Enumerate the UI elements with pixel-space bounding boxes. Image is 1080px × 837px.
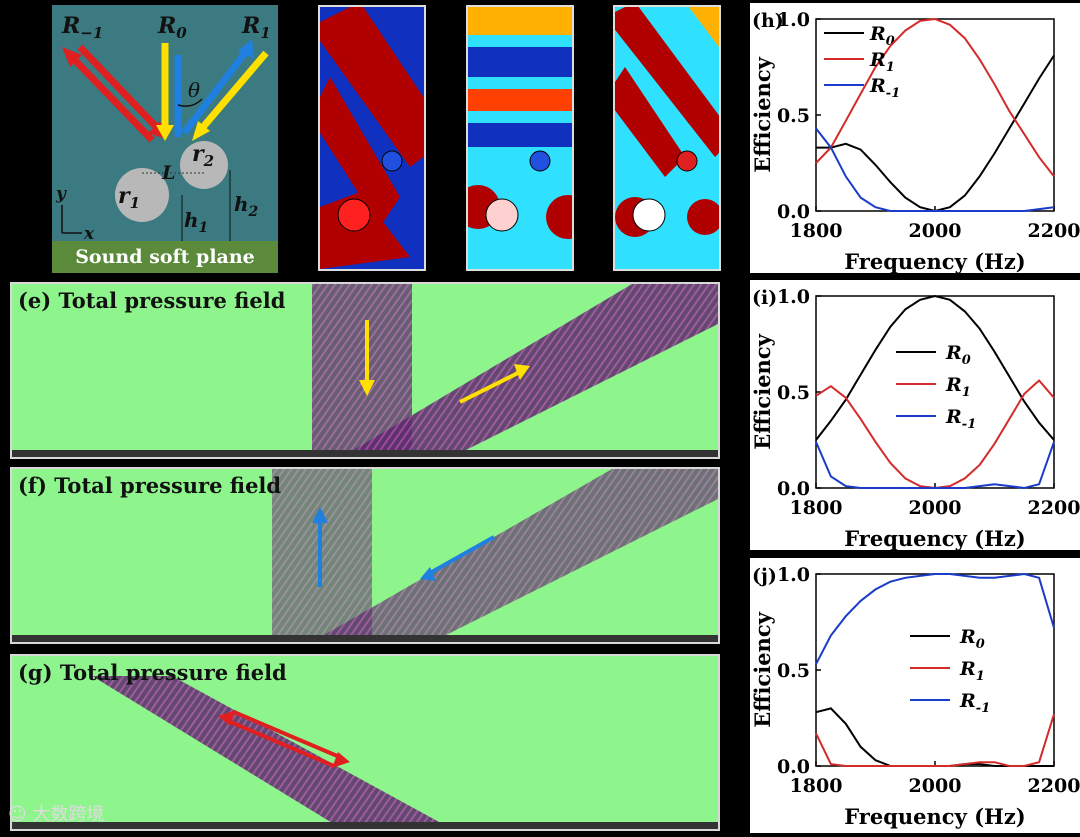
series-line-2 (815, 441, 1055, 490)
pressure-panel-g: (g) Total pressure field (10, 654, 720, 831)
label-x-axis: x (83, 224, 95, 244)
x-axis-label: Frequency (Hz) (844, 804, 1025, 829)
legend-label-1: R1 (945, 374, 971, 400)
label-h1: h1 (184, 208, 208, 236)
watermark: ☺ 大数跨境 (8, 804, 105, 825)
field-map-2 (466, 5, 574, 271)
label-r2-radius: r2 (192, 141, 214, 170)
x-tick-label: 2200 (1028, 497, 1080, 519)
legend-label-2: R-1 (945, 406, 976, 432)
red-arrow-up (65, 50, 155, 143)
panel-label: (i) (752, 287, 777, 309)
series-line-0 (815, 294, 1055, 441)
pressure-panel-f-title: (f) Total pressure field (18, 473, 282, 498)
x-tick-label: 1800 (790, 497, 843, 519)
series-line-1 (815, 379, 1055, 490)
red-arrow-down (77, 44, 163, 134)
y-axis-label: Efficiency (750, 611, 775, 727)
legend-label-2: R-1 (959, 690, 990, 716)
chart-h: (h) 0.0 0.5 1.0 1800 2000 2200 Frequency (Hz) Ef… (750, 3, 1080, 274)
legend-label-0: R0 (959, 626, 985, 652)
label-y-axis: y (55, 184, 67, 204)
y-axis-label: Efficiency (750, 333, 775, 449)
sound-soft-plane (52, 241, 278, 273)
series-line-1 (815, 17, 1055, 178)
legend-label-1: R1 (869, 49, 895, 75)
series-line-0 (816, 54, 1055, 213)
plot-frame (815, 573, 1055, 767)
y-tick-label: 0.0 (777, 478, 810, 500)
yellow-arrow-slanted (195, 50, 269, 136)
theta-arc (177, 98, 203, 107)
legend-label-2: R-1 (869, 75, 900, 101)
y-tick-label: 1.0 (777, 564, 810, 586)
x-axis-label: Frequency (Hz) (844, 526, 1025, 550)
x-tick-label: 1800 (790, 775, 843, 797)
chart-i: (i) 0.0 0.5 1.0 1800 2000 2200 Frequency (Hz) Ef… (750, 280, 1080, 551)
y-tick-label: 0.5 (777, 382, 810, 404)
y-tick-label: 0.5 (777, 105, 810, 127)
x-tick-label: 2200 (1028, 775, 1080, 797)
x-tick-label: 1800 (790, 220, 843, 242)
label-r0: R0 (157, 13, 187, 42)
series-line-2 (815, 572, 1055, 665)
legend-label-1: R1 (959, 658, 985, 684)
x-tick-label: 2200 (1028, 220, 1080, 242)
cylinder-r1 (115, 168, 169, 222)
label-r1: R1 (241, 13, 271, 42)
y-tick-label: 0.0 (777, 201, 810, 223)
field-map-1 (318, 5, 426, 271)
x-axis-label: Frequency (Hz) (844, 249, 1025, 273)
cylinder-r2 (180, 141, 228, 189)
x-tick-label: 2000 (909, 497, 962, 519)
red-arrow-head-up (62, 47, 82, 67)
pressure-panel-e-title: (e) Total pressure field (18, 288, 286, 313)
pressure-panel-e: (e) Total pressure field (10, 282, 720, 459)
yellow-arrow-head (156, 125, 174, 141)
y-tick-label: 0.5 (777, 660, 810, 682)
series-line-0 (815, 707, 1054, 767)
y-tick-label: 1.0 (777, 286, 810, 308)
label-r1-radius: r1 (118, 183, 140, 212)
field-map-3 (613, 5, 721, 271)
series-line-1 (815, 713, 1055, 767)
label-L: L (161, 162, 175, 184)
plane-label: Sound soft plane (75, 246, 255, 268)
panel-label: (h) (752, 10, 784, 32)
label-theta: θ (188, 78, 200, 102)
x-tick-label: 2000 (909, 775, 962, 797)
schematic-panel: R−1 R0 R1 θ L r1 r2 h1 h2 y x Sound soft… (52, 5, 278, 273)
schematic-svg: R−1 R0 R1 θ L r1 r2 h1 h2 y x Sound soft… (52, 5, 278, 273)
legend-label-0: R0 (945, 342, 971, 368)
series-line-2 (815, 127, 1055, 212)
blue-arrow-slanted (181, 46, 251, 136)
blue-arrow-head (238, 39, 254, 59)
pressure-panel-g-title: (g) Total pressure field (18, 660, 287, 685)
y-tick-label: 0.0 (777, 756, 810, 778)
panel-label: (j) (752, 565, 777, 587)
chart-j: (j) 0.0 0.5 1.0 1800 2000 2200 Frequency (Hz) Ef… (750, 558, 1080, 833)
label-r-minus1: R−1 (61, 13, 103, 42)
yellow-arrow-slanted-head (192, 121, 210, 141)
x-tick-label: 2000 (909, 220, 962, 242)
y-axis-label: Efficiency (750, 56, 775, 172)
label-h2: h2 (234, 192, 259, 220)
legend-label-0: R0 (869, 23, 895, 49)
y-tick-label: 1.0 (777, 9, 810, 31)
pressure-panel-f: (f) Total pressure field (10, 467, 720, 644)
